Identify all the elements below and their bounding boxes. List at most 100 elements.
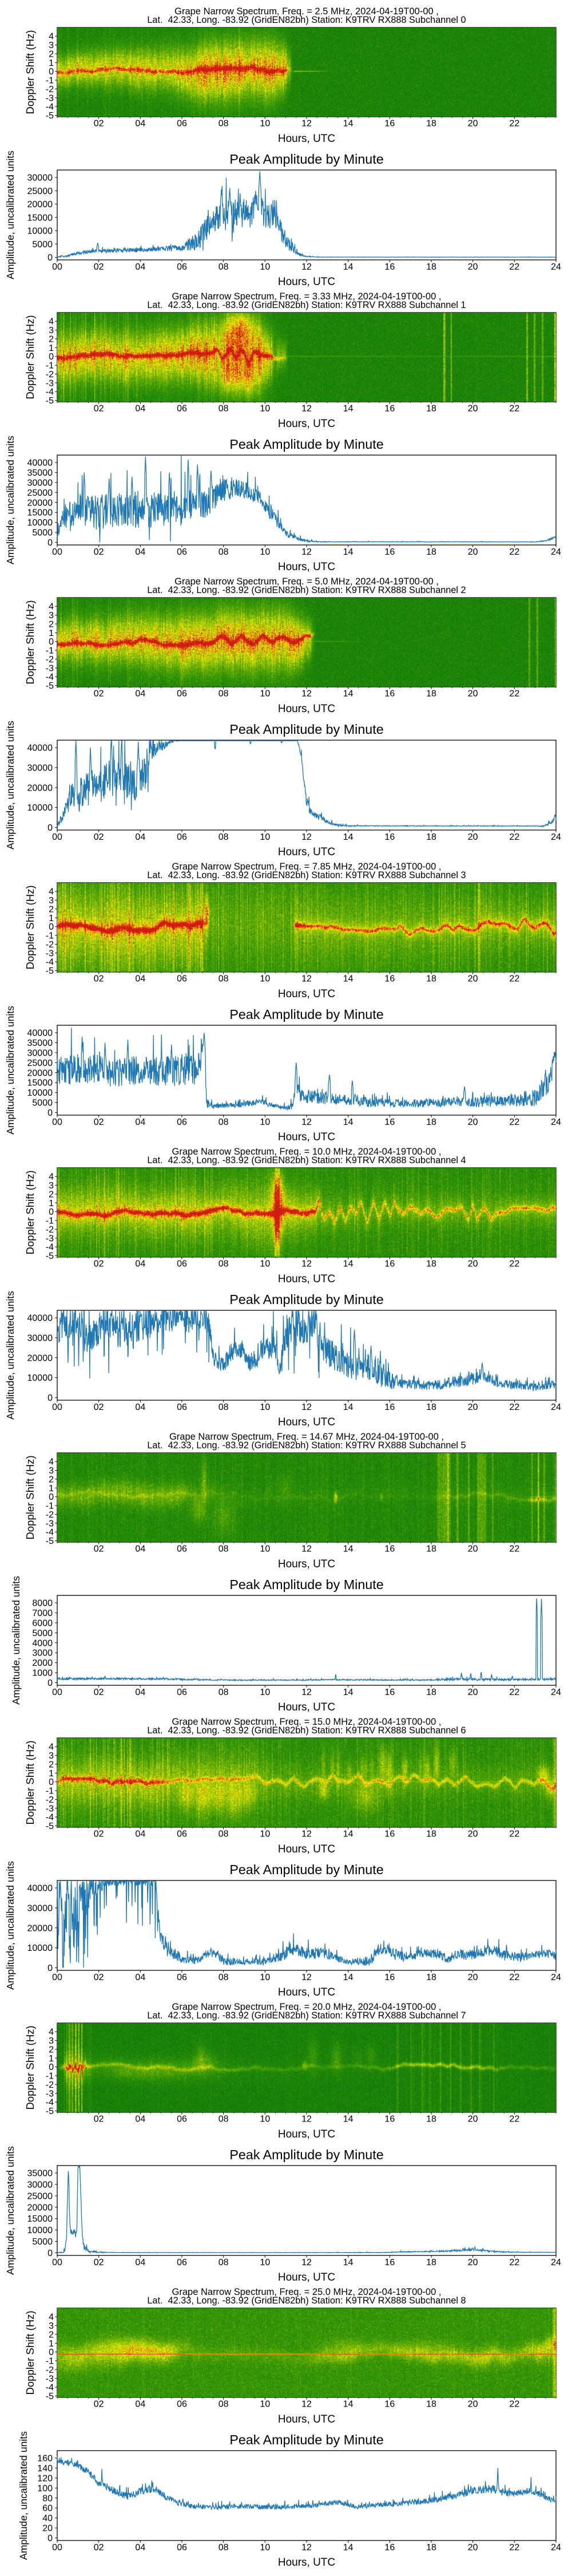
svg-text:20: 20 (468, 689, 478, 699)
svg-text:4: 4 (49, 32, 54, 42)
svg-text:30000: 30000 (27, 1333, 53, 1343)
svg-text:0: 0 (49, 1777, 54, 1787)
svg-text:-1: -1 (46, 361, 54, 371)
svg-text:-5: -5 (46, 111, 54, 121)
svg-text:08: 08 (219, 2543, 229, 2553)
svg-text:3: 3 (49, 611, 54, 621)
svg-text:06: 06 (177, 404, 187, 414)
svg-text:Hours, UTC: Hours, UTC (278, 988, 335, 1000)
svg-text:25000: 25000 (27, 1058, 53, 1068)
svg-text:-3: -3 (46, 1234, 54, 1243)
svg-text:14: 14 (343, 1259, 353, 1269)
svg-text:Doppler Shift (Hz): Doppler Shift (Hz) (24, 885, 36, 969)
svg-text:12: 12 (301, 1117, 312, 1127)
svg-text:Hours, UTC: Hours, UTC (278, 561, 335, 573)
svg-text:10: 10 (260, 1973, 270, 1982)
svg-text:10000: 10000 (27, 1088, 53, 1098)
svg-text:10: 10 (260, 2400, 270, 2409)
svg-text:0: 0 (49, 1492, 54, 1502)
svg-text:18: 18 (426, 2400, 436, 2409)
svg-text:Doppler Shift (Hz): Doppler Shift (Hz) (24, 315, 36, 399)
svg-text:08: 08 (219, 1973, 229, 1982)
svg-text:-3: -3 (46, 949, 54, 958)
svg-text:02: 02 (94, 262, 104, 272)
svg-text:08: 08 (219, 119, 229, 129)
svg-text:02: 02 (94, 1544, 104, 1554)
svg-text:10: 10 (260, 2115, 270, 2124)
svg-text:10000: 10000 (27, 1373, 53, 1383)
svg-text:20000: 20000 (27, 1353, 53, 1363)
svg-text:18: 18 (426, 1688, 436, 1697)
svg-text:12: 12 (301, 1544, 312, 1554)
svg-text:16: 16 (384, 832, 395, 842)
svg-text:06: 06 (177, 974, 187, 984)
svg-text:20000: 20000 (27, 200, 53, 210)
svg-text:10: 10 (260, 1117, 270, 1127)
svg-text:2: 2 (49, 334, 54, 344)
svg-text:40000: 40000 (27, 1029, 53, 1038)
svg-text:4: 4 (49, 1743, 54, 1752)
svg-text:Lat. 42.33, Long. -83.92 (Gri: Lat. 42.33, Long. -83.92 (GridEN82bh) St… (147, 1155, 466, 1165)
svg-text:Hours, UTC: Hours, UTC (278, 846, 335, 858)
svg-text:04: 04 (135, 2115, 145, 2124)
svg-text:04: 04 (135, 974, 145, 984)
svg-text:4: 4 (49, 887, 54, 897)
svg-text:10: 10 (260, 1544, 270, 1554)
svg-text:-2: -2 (46, 85, 54, 94)
svg-text:20: 20 (42, 2524, 53, 2534)
svg-text:16: 16 (384, 2400, 395, 2409)
svg-text:1: 1 (49, 1769, 54, 1779)
svg-text:-2: -2 (46, 370, 54, 380)
svg-text:04: 04 (135, 1117, 145, 1127)
svg-text:2: 2 (49, 904, 54, 914)
svg-text:1: 1 (49, 2054, 54, 2064)
svg-text:06: 06 (177, 1402, 187, 1412)
svg-text:-4: -4 (46, 2383, 54, 2393)
svg-text:18: 18 (426, 1402, 436, 1412)
svg-text:60: 60 (42, 2504, 53, 2514)
svg-text:22: 22 (509, 1973, 519, 1982)
svg-text:15000: 15000 (27, 213, 53, 223)
svg-text:7000: 7000 (32, 1609, 53, 1618)
svg-text:24: 24 (551, 547, 561, 557)
svg-text:0: 0 (47, 823, 53, 833)
svg-text:10000: 10000 (27, 227, 53, 236)
svg-text:Lat. 42.33, Long. -83.92 (Gri: Lat. 42.33, Long. -83.92 (GridEN82bh) St… (147, 2010, 466, 2021)
svg-text:-1: -1 (46, 1502, 54, 1511)
svg-text:40000: 40000 (27, 744, 53, 753)
svg-text:02: 02 (94, 1830, 104, 1839)
svg-text:14: 14 (343, 2258, 353, 2267)
svg-text:04: 04 (135, 689, 145, 699)
svg-text:1: 1 (49, 629, 54, 638)
svg-text:3: 3 (49, 41, 54, 50)
svg-text:02: 02 (94, 1688, 104, 1697)
svg-text:24: 24 (551, 1402, 561, 1412)
svg-text:-5: -5 (46, 1251, 54, 1261)
svg-text:14: 14 (343, 1117, 353, 1127)
svg-text:Amplitude, uncalibrated units: Amplitude, uncalibrated units (10, 1576, 22, 1705)
svg-text:4: 4 (49, 2028, 54, 2037)
svg-text:0: 0 (49, 352, 54, 362)
svg-text:0: 0 (47, 1678, 53, 1688)
svg-text:Lat. 42.33, Long. -83.92 (Gri: Lat. 42.33, Long. -83.92 (GridEN82bh) St… (147, 1725, 466, 1736)
svg-text:Peak Amplitude by Minute: Peak Amplitude by Minute (229, 722, 383, 737)
svg-text:14: 14 (343, 1402, 353, 1412)
svg-text:18: 18 (426, 1830, 436, 1839)
svg-text:06: 06 (177, 1117, 187, 1127)
svg-text:-5: -5 (46, 681, 54, 691)
svg-text:40000: 40000 (27, 1314, 53, 1323)
svg-text:10: 10 (260, 974, 270, 984)
svg-text:Hours, UTC: Hours, UTC (278, 1131, 335, 1143)
svg-text:02: 02 (94, 974, 104, 984)
svg-text:12: 12 (301, 2115, 312, 2124)
svg-text:06: 06 (177, 1544, 187, 1554)
svg-text:25000: 25000 (27, 488, 53, 498)
svg-text:22: 22 (509, 1830, 519, 1839)
svg-text:24: 24 (551, 832, 561, 842)
svg-text:06: 06 (177, 832, 187, 842)
svg-text:-3: -3 (46, 1804, 54, 1814)
svg-text:-5: -5 (46, 1822, 54, 1831)
svg-text:12: 12 (301, 1259, 312, 1269)
svg-text:Grape Narrow Spectrum, Freq. =: Grape Narrow Spectrum, Freq. = 25.0 MHz,… (172, 2287, 442, 2297)
svg-text:08: 08 (219, 2115, 229, 2124)
